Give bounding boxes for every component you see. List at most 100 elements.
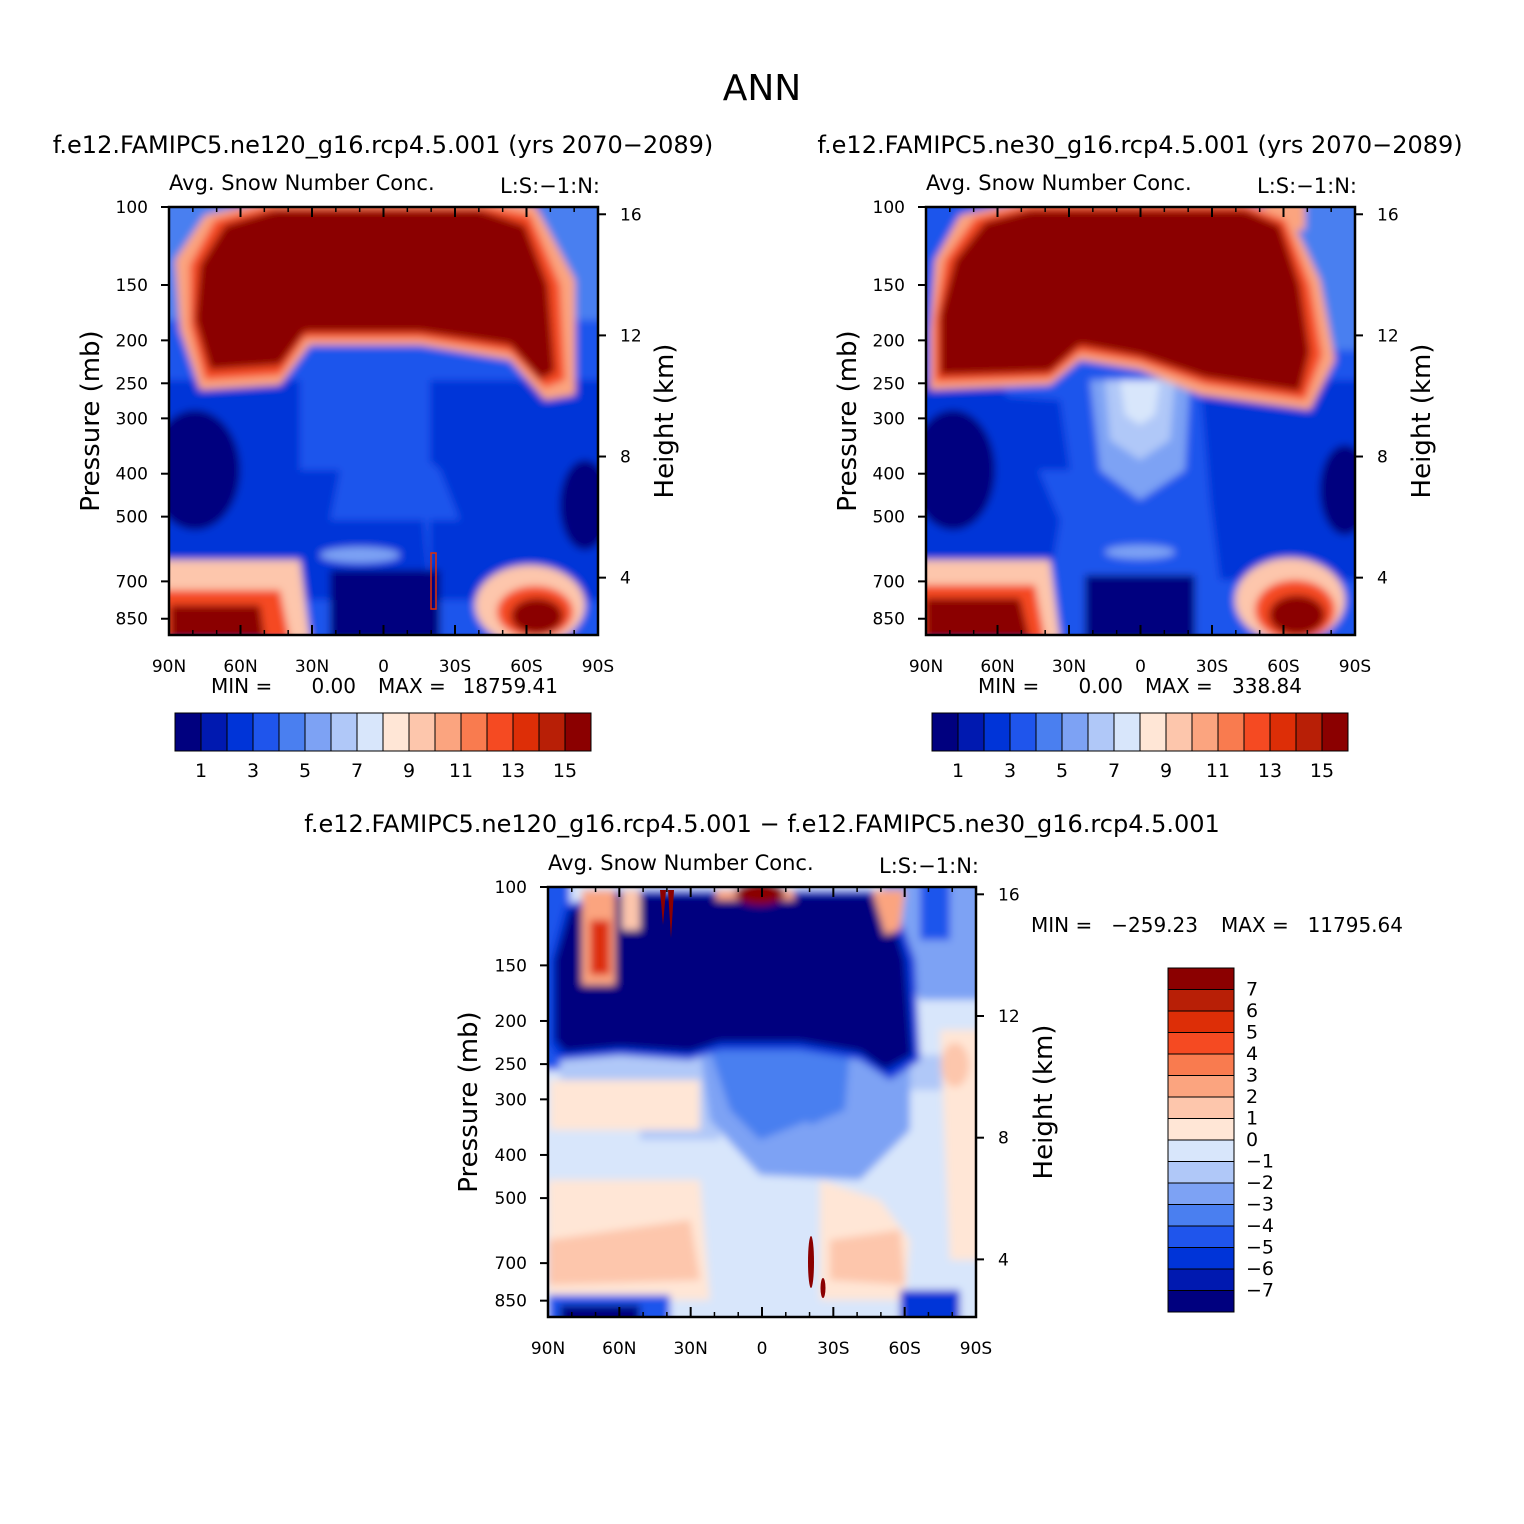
y2-tick-label: 8	[998, 1129, 1009, 1149]
panel-ne120-ylabel: Pressure (mb)	[76, 330, 106, 511]
y2-tick-label: 16	[1377, 205, 1399, 225]
colorbar-swatch	[174, 712, 202, 752]
x-tick-label: 90S	[582, 657, 614, 677]
colorbar-label: −7	[1246, 1280, 1274, 1302]
x-tick-label: 60S	[1267, 657, 1299, 677]
y-tick-label: 850	[495, 1292, 527, 1312]
colorbar-label: 1	[952, 760, 964, 782]
y-tick-label: 150	[116, 276, 148, 296]
y2-tick-label: 16	[620, 205, 642, 225]
y2-tick-label: 4	[620, 569, 631, 589]
panel-ne120-colorbar: 1 3 5 7 9 11 13 15	[174, 712, 592, 782]
y2-tick-label: 8	[620, 448, 631, 468]
colorbar-swatch	[304, 712, 332, 752]
colorbar-label: 0	[1246, 1129, 1258, 1151]
diff-title: f.e12.FAMIPC5.ne120_g16.rcp4.5.001 − f.e…	[304, 810, 1220, 838]
y-tick-label: 300	[495, 1090, 527, 1110]
panel-ne30-ylabel: Pressure (mb)	[833, 330, 863, 511]
colorbar-label: 13	[1258, 760, 1282, 782]
x-tick-label: 90S	[960, 1339, 992, 1359]
colorbar-swatch	[1167, 1225, 1235, 1248]
colorbar-swatch	[200, 712, 228, 752]
colorbar-swatch	[1167, 1139, 1235, 1162]
x-tick-label: 0	[757, 1339, 768, 1359]
y2-tick-label: 12	[620, 326, 642, 346]
x-tick-label: 30S	[1196, 657, 1228, 677]
y-tick-label: 850	[116, 610, 148, 630]
colorbar-label: 7	[1108, 760, 1120, 782]
panel-ne120-min-value: 0.00	[311, 674, 356, 698]
colorbar-label: 3	[247, 760, 259, 782]
colorbar-label: 1	[195, 760, 207, 782]
colorbar-label: −1	[1246, 1151, 1274, 1173]
colorbar-swatch	[1217, 712, 1245, 752]
colorbar-swatch	[1061, 712, 1089, 752]
panel-ne30-max-value: 338.84	[1232, 674, 1302, 698]
y-tick-label: 200	[495, 1012, 527, 1032]
colorbar-swatch	[486, 712, 514, 752]
colorbar-label: 11	[449, 760, 473, 782]
y-tick-label: 250	[873, 374, 905, 394]
y-tick-label: 100	[116, 198, 148, 218]
y2-tick-label: 8	[1377, 448, 1388, 468]
colorbar-swatch	[1167, 1096, 1235, 1119]
colorbar-label: −2	[1246, 1172, 1274, 1194]
colorbar-label: 5	[1056, 760, 1068, 782]
x-tick-label: 60S	[510, 657, 542, 677]
panel-ne30-y2label: Height (km)	[1407, 344, 1437, 499]
colorbar-label: 4	[1246, 1043, 1258, 1065]
colorbar-label: −5	[1246, 1237, 1274, 1259]
x-tick-label: 30S	[817, 1339, 849, 1359]
y-tick-label: 500	[116, 508, 148, 528]
colorbar-label: 5	[1246, 1022, 1258, 1044]
panel-ne30-subtitle-right: L:S:−1:N:	[1257, 174, 1357, 198]
x-tick-label: 30N	[1052, 657, 1086, 677]
y-tick-label: 700	[873, 572, 905, 592]
colorbar-label: 7	[1246, 979, 1258, 1001]
y2-tick-label: 12	[998, 1007, 1020, 1027]
colorbar-label: 15	[553, 760, 577, 782]
colorbar-label: 15	[1310, 760, 1334, 782]
panel-ne30-field	[926, 207, 1355, 635]
panel-diff-min-value: −259.23	[1111, 913, 1198, 937]
panel-diff-min-label: MIN =	[1031, 913, 1092, 937]
panel-diff-subtitle: Avg. Snow Number Conc.	[548, 851, 814, 875]
colorbar-label: 13	[501, 760, 525, 782]
x-tick-label: 60N	[980, 657, 1014, 677]
panel-ne30: f.e12.FAMIPC5.ne30_g16.rcp4.5.001 (yrs 2…	[817, 131, 1462, 782]
y-tick-label: 700	[116, 572, 148, 592]
x-tick-label: 90N	[152, 657, 186, 677]
colorbar-swatch	[1243, 712, 1271, 752]
colorbar-swatch	[1167, 967, 1235, 990]
colorbar-label: 3	[1004, 760, 1016, 782]
colorbar-label: 3	[1246, 1065, 1258, 1087]
panel-ne30-x-ticks: 90N 60N 30N 0 30S 60S 90S	[909, 207, 1371, 677]
x-tick-label: 60N	[223, 657, 257, 677]
colorbar-swatch	[1167, 1268, 1235, 1291]
y-tick-label: 400	[495, 1146, 527, 1166]
colorbar-swatch	[1167, 1118, 1235, 1141]
colorbar-swatch	[931, 712, 959, 752]
colorbar-swatch	[1167, 1204, 1235, 1227]
y-tick-label: 400	[116, 465, 148, 485]
y2-tick-label: 4	[998, 1250, 1009, 1270]
panel-ne120-max-value: 18759.41	[463, 674, 558, 698]
colorbar-swatch	[252, 712, 280, 752]
colorbar-swatch	[1139, 712, 1167, 752]
page-title: ANN	[723, 68, 802, 109]
y-tick-label: 250	[116, 374, 148, 394]
colorbar-swatch	[564, 712, 592, 752]
y-tick-label: 700	[495, 1254, 527, 1274]
panel-ne30-min-label: MIN =	[978, 674, 1039, 698]
panel-ne30-colorbar: 1 3 5 7 9 11 13 15	[931, 712, 1349, 782]
panel-ne30-y2-ticks: 16 12 8 4	[1355, 205, 1399, 589]
y-tick-label: 100	[873, 198, 905, 218]
colorbar-swatch	[983, 712, 1011, 752]
panel-diff-max-label: MAX =	[1221, 913, 1289, 937]
colorbar-swatch	[1167, 1075, 1235, 1098]
colorbar-label: 1	[1246, 1108, 1258, 1130]
colorbar-swatch	[1295, 712, 1323, 752]
colorbar-swatch	[957, 712, 985, 752]
panel-ne120-y2label: Height (km)	[650, 344, 680, 499]
